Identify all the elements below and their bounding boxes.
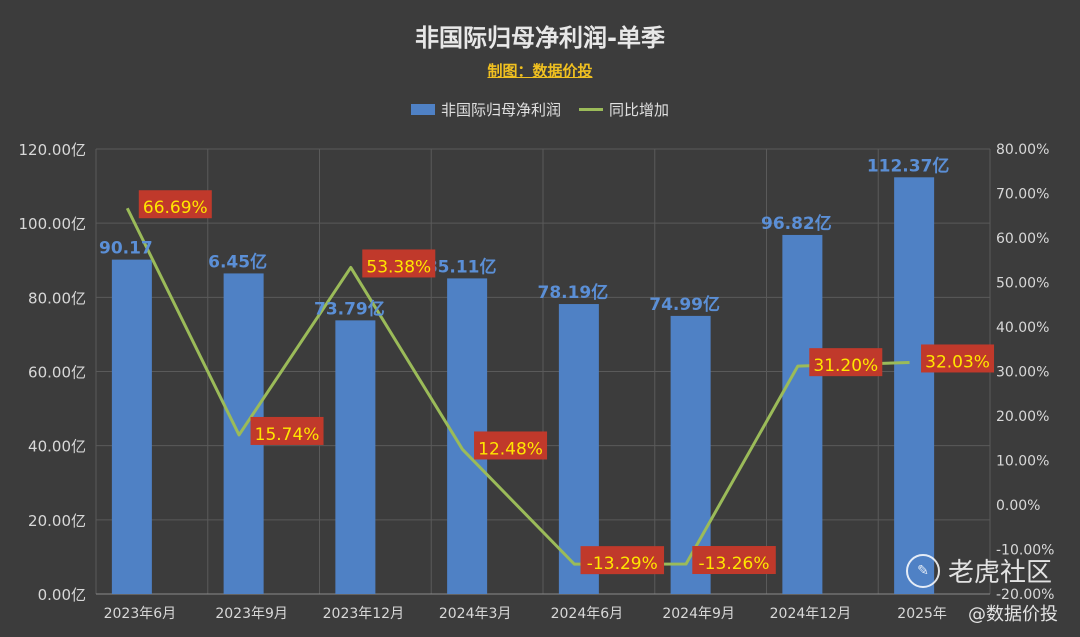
legend: 非国际归母净利润 同比增加	[0, 99, 1080, 120]
bar-data-label: 85.11亿	[426, 256, 497, 277]
x-tick-label: 2024年9月	[662, 606, 735, 622]
legend-label-bar: 非国际归母净利润	[440, 101, 561, 119]
x-tick-label: 2024年3月	[439, 606, 512, 622]
legend-swatch-bar	[410, 104, 435, 115]
line-data-label-box	[138, 190, 212, 219]
x-tick-label: 2024年12月	[770, 606, 851, 622]
y-right-tick-label: 0.00%	[996, 498, 1040, 514]
line-data-label-box	[692, 546, 776, 575]
bar	[558, 304, 599, 594]
y-left-tick-label: 0.00亿	[38, 586, 86, 604]
legend-item-bar[interactable]: 非国际归母净利润	[410, 99, 561, 120]
bar-data-label: 96.82亿	[761, 213, 832, 234]
line-data-label-box	[474, 431, 548, 460]
line-data-label: -13.29%	[587, 554, 658, 574]
line-data-label: 31.20%	[813, 356, 878, 376]
legend-label-line: 同比增加	[609, 101, 670, 119]
x-tick-label: 2023年9月	[215, 606, 288, 622]
y-right-tick-label: 30.00%	[996, 365, 1049, 381]
y-right-tick-label: 10.00%	[996, 454, 1049, 470]
y-right-tick-label: 80.00%	[996, 142, 1049, 158]
line-data-label: 32.03%	[925, 352, 990, 372]
y-left-tick-label: 60.00亿	[28, 364, 86, 382]
y-right-tick-label: 60.00%	[996, 231, 1049, 247]
watermark-author: @数据价投	[968, 604, 1058, 625]
bar-data-label: 73.79亿	[314, 298, 385, 319]
y-left-tick-label: 120.00亿	[19, 141, 87, 159]
legend-item-line[interactable]: 同比增加	[579, 99, 669, 120]
series-line	[125, 207, 910, 566]
y-left-tick-label: 100.00亿	[19, 215, 87, 233]
line-data-label: 53.38%	[366, 257, 431, 277]
bar-data-label: 6.45亿	[208, 251, 267, 272]
watermark-text-1: 老虎社区	[948, 558, 1053, 588]
watermark-tiger: ✎ 老虎社区	[906, 552, 1052, 589]
y-left-tick-label: 20.00亿	[28, 512, 86, 530]
y-right-tick-label: 70.00%	[996, 187, 1049, 203]
bar	[335, 320, 376, 594]
y-right-tick-label: 50.00%	[996, 276, 1049, 292]
tiger-logo-icon: ✎	[906, 553, 940, 588]
line-data-label: 15.74%	[255, 425, 320, 445]
bar-data-label: 90.17	[99, 239, 153, 259]
line-data-label-box	[250, 416, 324, 445]
chart-subtitle: 制图：数据价投	[487, 62, 593, 80]
x-tick-label: 2023年6月	[104, 606, 177, 622]
bar-data-label: 112.37亿	[867, 155, 950, 176]
bar	[782, 234, 823, 594]
y-right-tick-label: -20.00%	[996, 587, 1054, 603]
y-right-tick-label: -10.00%	[996, 543, 1054, 559]
chart-title: 非国际归母净利润-单季	[415, 24, 665, 52]
bar	[111, 259, 152, 594]
legend-swatch-line	[579, 108, 603, 111]
y-left-tick-label: 80.00亿	[28, 289, 86, 307]
y-right-tick-label: 20.00%	[996, 409, 1049, 425]
line-data-label: 66.69%	[143, 198, 208, 218]
y-right-tick-label: 40.00%	[996, 320, 1049, 336]
line-data-label-box	[580, 546, 665, 575]
x-tick-label: 2024年6月	[551, 606, 624, 622]
line-data-label: -13.26%	[699, 554, 770, 574]
bar	[894, 177, 935, 594]
line-data-label-box	[809, 348, 883, 377]
line-data-label-box	[362, 249, 436, 278]
y-left-tick-label: 40.00亿	[28, 438, 86, 456]
bar-data-label: 78.19亿	[537, 282, 608, 303]
line-data-label: 12.48%	[478, 439, 543, 459]
x-tick-label: 2023年12月	[323, 606, 404, 622]
bar-data-label: 74.99亿	[649, 294, 720, 315]
x-tick-label: 2025年	[897, 606, 947, 622]
line-data-label-box	[921, 344, 995, 373]
